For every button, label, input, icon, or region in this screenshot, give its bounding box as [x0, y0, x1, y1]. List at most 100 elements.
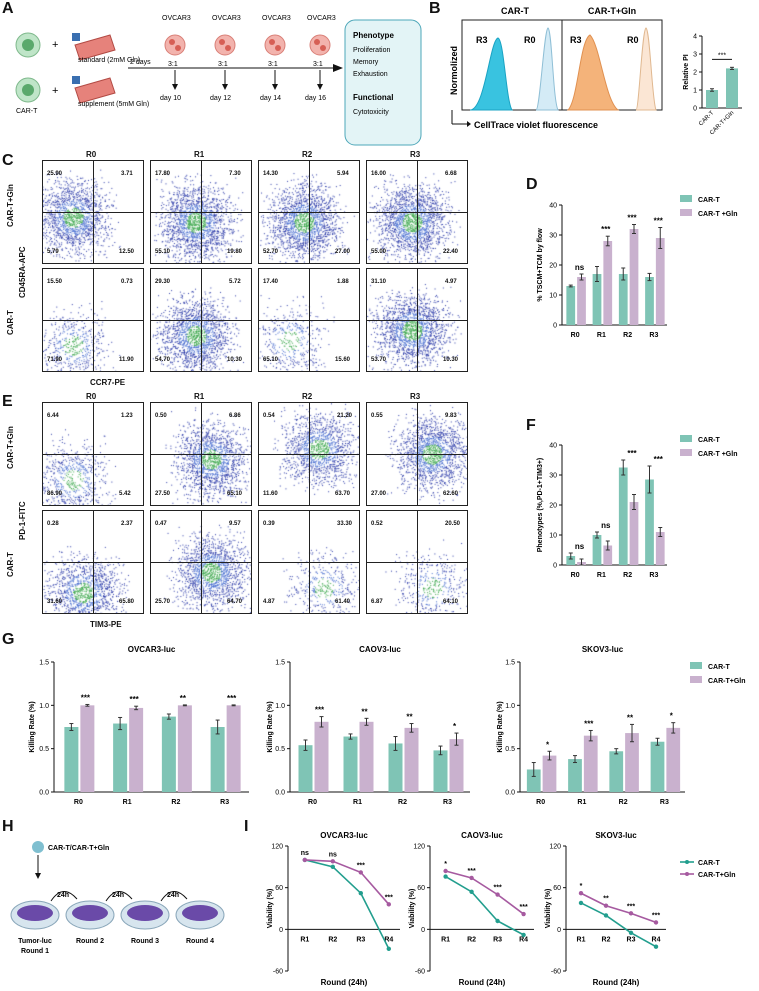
data-point [653, 920, 659, 925]
x-tick-label: R2 [328, 936, 337, 943]
series-line [580, 902, 657, 948]
bar [706, 90, 718, 108]
supplement-label: supplement (5mM Gln) [78, 101, 149, 108]
histogram-cart-r3 [469, 37, 513, 111]
bar [603, 241, 613, 325]
x-tick-label: R2 [623, 332, 632, 339]
car-t-cell-icon [32, 841, 44, 853]
y-tick-label: 0.5 [39, 746, 49, 753]
y-tick-label: 1 [693, 88, 697, 95]
transfer-arrow-icon [50, 891, 78, 902]
bar [359, 721, 374, 792]
flow-ylabel: PD-1-FITC [18, 501, 27, 540]
ratio-label: 3:1 [268, 61, 278, 68]
quadrant-value: 33.30 [337, 521, 353, 527]
flow-plot: 0.47 9.57 25.70 64.70 [150, 510, 252, 614]
data-point [603, 903, 609, 908]
quadrant-value: 14.30 [263, 171, 279, 177]
bar [577, 277, 586, 325]
bar [618, 274, 628, 325]
histogram-gln-r3 [566, 34, 620, 111]
x-tick-label: CAR-T [698, 110, 715, 127]
legend-label: CAR-T +Gln [698, 211, 737, 218]
quadrant-value: 6.68 [445, 171, 457, 177]
significance-label: ns [301, 850, 309, 857]
gate-horizontal [259, 562, 359, 563]
gate-r0-cart: R0 [524, 35, 536, 45]
flow-plot: 25.90 3.71 5.79 12.50 [42, 160, 144, 264]
interval-label: 24h [57, 892, 69, 899]
chart-title: SKOV3-luc [595, 831, 637, 840]
x-tick-label: R3 [660, 799, 669, 806]
tumor-cell-dot [269, 39, 275, 45]
tcell-icon-2 [15, 77, 41, 103]
quadrant-value: 6.44 [47, 413, 59, 419]
y-tick-label: 1.0 [39, 703, 49, 710]
quadrant-value: 10.30 [443, 357, 459, 363]
flow-plot: 14.30 5.94 52.70 27.00 [258, 160, 360, 264]
x-axis-label: Round (24h) [593, 978, 640, 987]
panel-letter-d: D [526, 176, 538, 193]
flow-plot: 29.30 5.72 54.70 10.30 [150, 268, 252, 372]
bar [645, 277, 654, 325]
transfer-arrow-icon [105, 891, 133, 902]
legend-label: CAR-T [708, 664, 730, 671]
legend-swatch [680, 435, 692, 442]
flow-col-title: R2 [302, 392, 313, 401]
car-t-label: CAR-T [16, 108, 38, 115]
data-point [358, 870, 363, 875]
data-point [330, 864, 335, 870]
quadrant-value: 0.28 [47, 521, 59, 527]
tumor-cell-icon [164, 34, 186, 56]
quadrant-value: 5.42 [119, 491, 131, 497]
quadrant-value: 31.10 [371, 279, 387, 285]
quadrant-value: 7.30 [229, 171, 241, 177]
significance-label: *** [315, 706, 325, 715]
y-tick-label: 0.5 [505, 746, 515, 753]
panel-h-schematic: CAR-T/CAR-T+Gln Tumor-luc Round 1 24h Round … [10, 841, 225, 955]
x-tick-label: R2 [602, 936, 611, 943]
tumor-cell-dot [314, 39, 320, 45]
legend-swatch [680, 209, 692, 216]
tumor-cell-icon [214, 34, 236, 56]
significance-label: ns [575, 263, 585, 272]
panel-a-schematic: + + standard (2mM Gln) supplement (5mM G… [15, 15, 422, 146]
arrow-head [317, 84, 323, 90]
y-tick-label: 30 [549, 473, 557, 480]
histogram-gln-r0 [635, 27, 657, 111]
significance-label: *** [129, 695, 139, 704]
gate-horizontal [151, 454, 251, 455]
x-tick-label: R0 [536, 799, 545, 806]
chart-g-caov3: 0.0 0.5 1.0 1.5 R0 *** R1 ** R2 ** R3 * Killing Rate… [267, 645, 470, 806]
legend-swatch [680, 195, 692, 202]
x-tick-label: R3 [220, 799, 229, 806]
bar [566, 556, 576, 565]
y-tick-label: 30 [549, 233, 557, 240]
quadrant-value: 65.10 [263, 357, 279, 363]
significance-label: ns [329, 851, 337, 858]
x-tick-label: R0 [571, 572, 580, 579]
bar [566, 286, 576, 325]
x-tick-label: R2 [171, 799, 180, 806]
panel-letter-b: B [429, 0, 441, 17]
chart-g-ovcar3: 0.0 0.5 1.0 1.5 R0 *** R1 *** R2 ** R3 *** Killing R… [29, 645, 249, 806]
transfer-arrow-icon [160, 891, 188, 902]
x-tick-label: R3 [627, 936, 636, 943]
y-tick-label: 1.0 [505, 703, 515, 710]
y-tick-label: 1.5 [275, 660, 285, 667]
data-point [358, 891, 363, 896]
tumor-layer [127, 905, 163, 921]
gate-horizontal [367, 454, 467, 455]
quadrant-value: 4.97 [445, 279, 457, 285]
y-tick-label: 40 [549, 443, 557, 450]
quadrant-value: 0.55 [371, 413, 383, 419]
gate-horizontal [151, 320, 251, 321]
x-axis-label: Round (24h) [321, 978, 368, 987]
significance-label: ** [627, 713, 634, 722]
bar [655, 532, 665, 565]
quadrant-value: 64.10 [443, 599, 459, 605]
x-tick-label: R1 [597, 572, 606, 579]
gate-horizontal [151, 212, 251, 213]
gate-horizontal [259, 320, 359, 321]
